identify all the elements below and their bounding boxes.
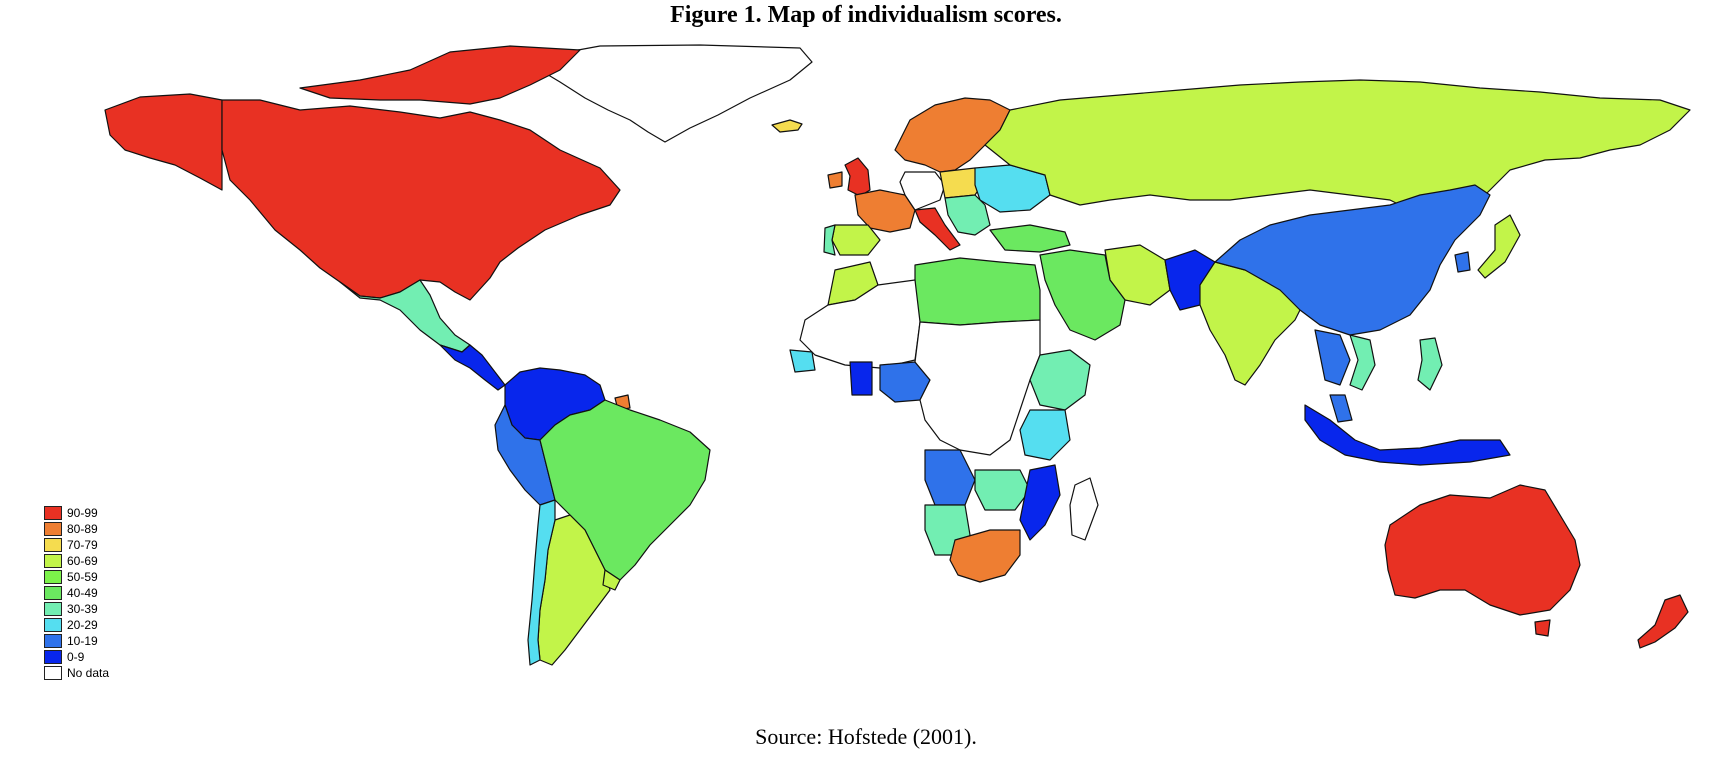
legend-item: No data	[44, 665, 109, 681]
region-turkey	[989, 224, 1071, 253]
legend-label: No data	[67, 666, 110, 680]
region-spain	[831, 224, 881, 256]
region-ethiopia-kenya	[1029, 349, 1091, 411]
region-philippines	[1417, 337, 1443, 391]
region-uruguay	[602, 569, 621, 591]
region-central-america	[439, 344, 506, 391]
region-russia	[984, 79, 1691, 231]
region-japan	[1477, 214, 1521, 279]
legend-swatch	[44, 506, 62, 520]
region-south-africa	[949, 529, 1021, 583]
legend-swatch	[44, 586, 62, 600]
region-australia	[1384, 484, 1581, 616]
legend-swatch	[44, 522, 62, 536]
region-uk	[844, 157, 871, 197]
legend-label: 40-49	[67, 586, 98, 600]
legend-label: 70-79	[67, 538, 98, 552]
region-balkans	[944, 194, 991, 236]
legend-swatch	[44, 618, 62, 632]
region-canadian-arctic	[299, 45, 581, 105]
region-zambia	[974, 469, 1031, 511]
region-iceland	[771, 119, 803, 133]
region-malaysia	[1329, 394, 1353, 423]
region-north-america	[221, 99, 621, 301]
region-tasmania	[1534, 619, 1551, 637]
region-korea	[1454, 251, 1471, 273]
region-brazil	[539, 399, 711, 581]
legend-item: 90-99	[44, 505, 109, 521]
region-mozambique	[1019, 464, 1061, 541]
region-china	[1214, 184, 1491, 336]
legend-item: 40-49	[44, 585, 109, 601]
region-vietnam	[1349, 334, 1376, 391]
region-thailand	[1314, 329, 1351, 386]
legend-item: 0-9	[44, 649, 109, 665]
legend-item: 20-29	[44, 617, 109, 633]
legend-swatch	[44, 650, 62, 664]
legend-swatch	[44, 570, 62, 584]
legend-item: 10-19	[44, 633, 109, 649]
region-italy	[914, 207, 961, 251]
legend-label: 30-39	[67, 602, 98, 616]
legend-swatch	[44, 538, 62, 552]
legend-label: 90-99	[67, 506, 98, 520]
legend-label: 20-29	[67, 618, 98, 632]
region-indonesia	[1304, 404, 1511, 466]
region-alaska	[104, 93, 223, 191]
legend-item: 60-69	[44, 553, 109, 569]
legend-swatch	[44, 666, 62, 680]
region-mexico	[339, 279, 471, 353]
region-angola	[924, 449, 976, 506]
legend-swatch	[44, 554, 62, 568]
region-arabia	[1039, 249, 1126, 341]
region-ireland	[827, 171, 843, 189]
legend-label: 80-89	[67, 522, 98, 536]
region-central-africa	[914, 319, 1041, 456]
legend-label: 60-69	[67, 554, 98, 568]
region-ghana	[849, 361, 873, 396]
legend-swatch	[44, 602, 62, 616]
legend-item: 30-39	[44, 601, 109, 617]
legend-label: 0-9	[67, 650, 85, 664]
legend-item: 50-59	[44, 569, 109, 585]
region-germany-benelux	[899, 171, 946, 211]
region-libya-egypt	[914, 257, 1041, 326]
region-france	[854, 189, 916, 233]
source-note: Source: Hofstede (2001).	[755, 724, 977, 749]
legend-label: 10-19	[67, 634, 98, 648]
region-portugal	[823, 224, 836, 256]
region-chile	[527, 499, 556, 666]
map-legend: 90-99 80-89 70-79 60-69 50-59 40-49 30-39 20-29…	[44, 505, 109, 681]
region-senegal	[789, 349, 816, 373]
region-greenland	[539, 44, 813, 143]
region-madagascar	[1069, 477, 1099, 541]
region-new-zealand	[1637, 594, 1689, 649]
map-regions	[104, 44, 1691, 666]
legend-item: 70-79	[44, 537, 109, 553]
figure-title: Figure 1. Map of individualism scores.	[670, 2, 1062, 28]
region-scandinavia	[894, 97, 1011, 173]
region-tanzania	[1019, 409, 1071, 461]
legend-label: 50-59	[67, 570, 98, 584]
legend-swatch	[44, 634, 62, 648]
legend-item: 80-89	[44, 521, 109, 537]
